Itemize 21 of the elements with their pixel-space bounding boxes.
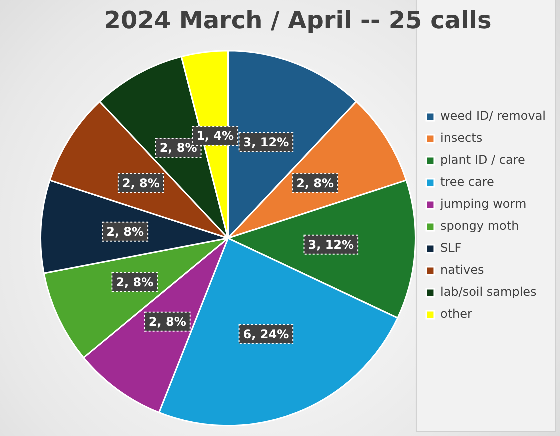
- data-label: 2, 8%: [116, 275, 154, 290]
- data-label: 2, 8%: [148, 314, 186, 329]
- legend-label: other: [440, 307, 473, 322]
- legend-label: jumping worm: [439, 197, 527, 212]
- legend-label: tree care: [440, 175, 494, 190]
- legend-label: weed ID/ removal: [440, 109, 546, 124]
- chart-title: 2024 March / April -- 25 calls: [104, 6, 492, 35]
- data-label: 2, 8%: [160, 141, 198, 156]
- data-label: 1, 4%: [196, 129, 234, 144]
- data-label: 2, 8%: [296, 176, 334, 190]
- legend-label: plant ID / care: [440, 153, 526, 168]
- data-label: 3, 12%: [243, 136, 290, 150]
- legend-label: lab/soil samples: [440, 285, 537, 300]
- data-label: 6, 24%: [243, 327, 290, 342]
- legend-label: natives: [440, 263, 484, 278]
- data-label: 2, 8%: [122, 176, 160, 190]
- legend-label: SLF: [440, 241, 462, 256]
- legend-label: insects: [440, 131, 483, 146]
- data-label: 2, 8%: [106, 225, 144, 240]
- legend-label: spongy moth: [440, 219, 520, 234]
- data-label: 3, 12%: [308, 238, 354, 252]
